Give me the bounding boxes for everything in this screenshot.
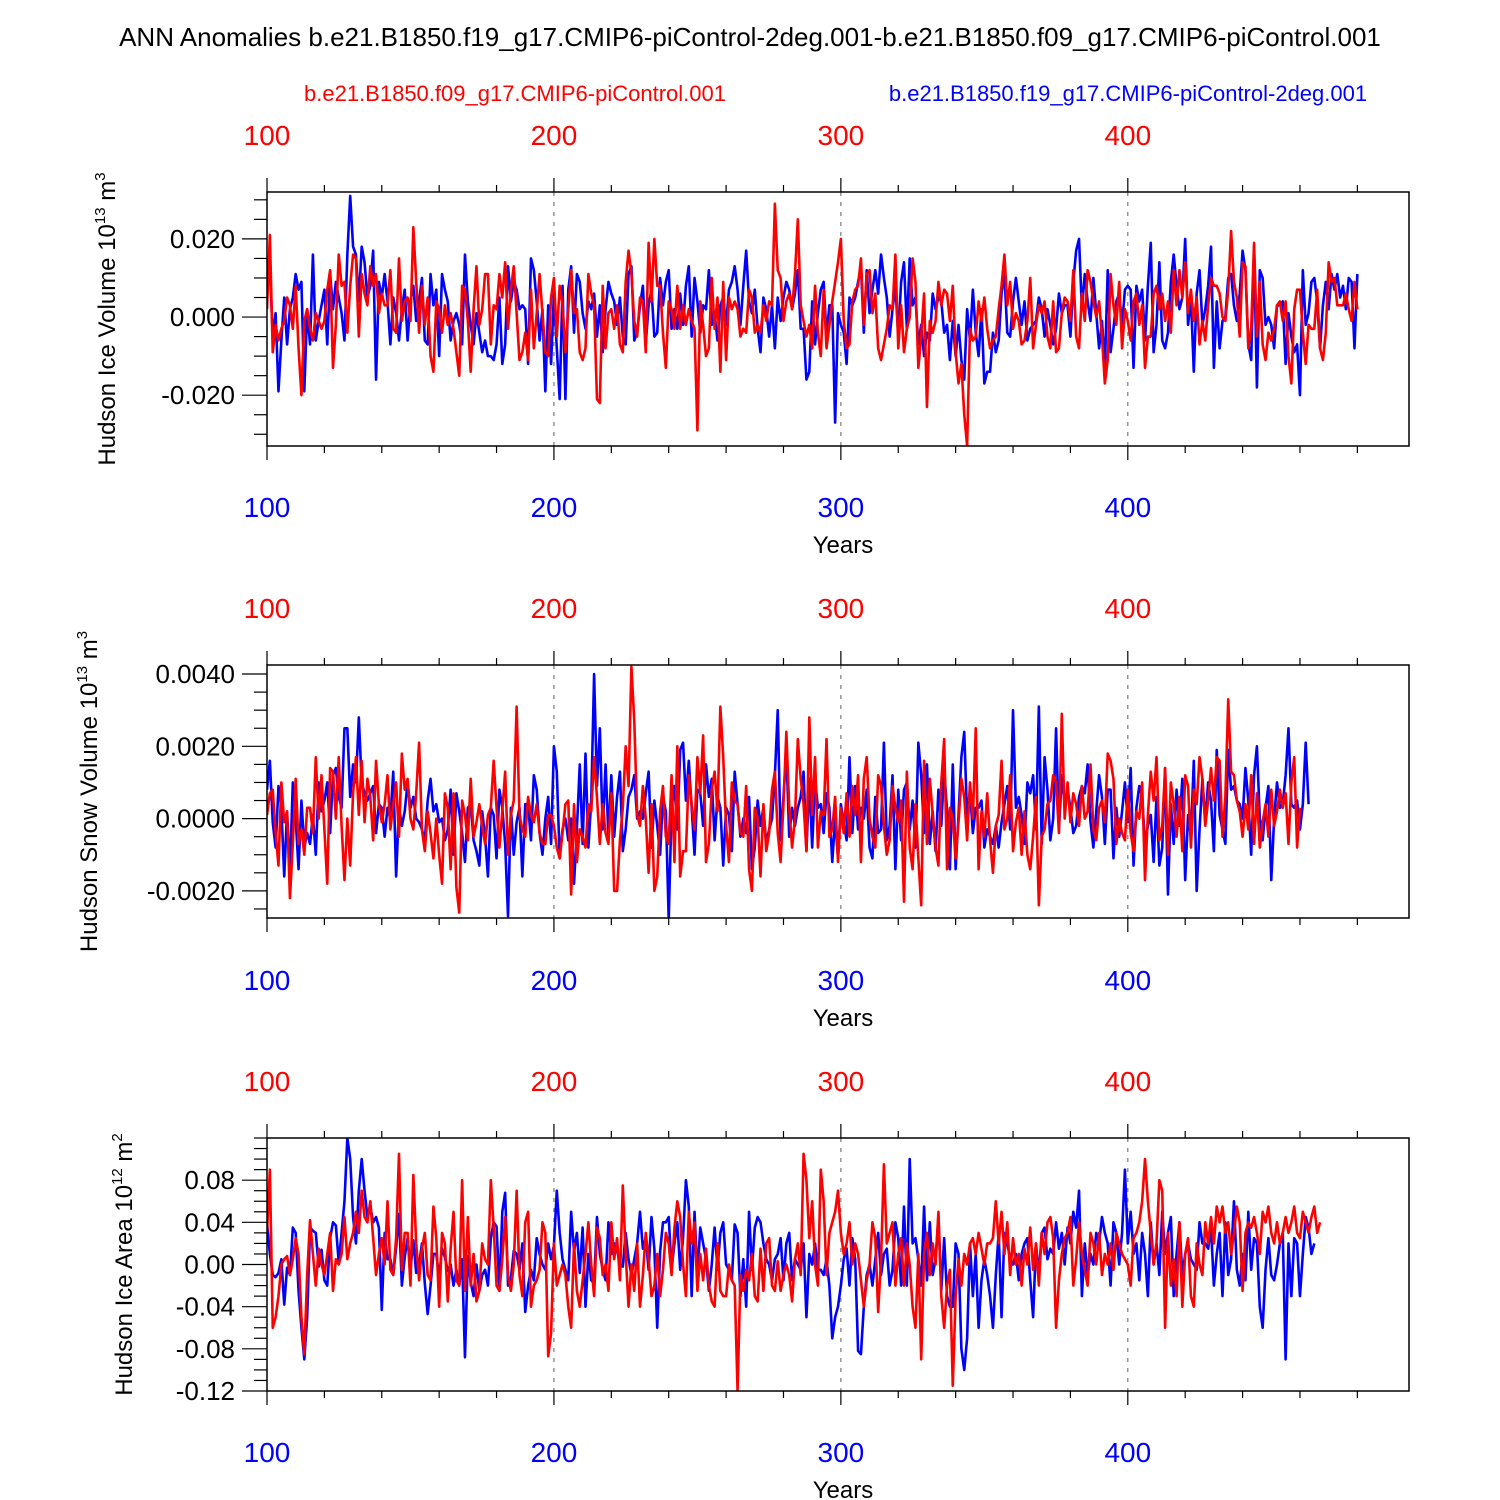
y-tick-label: -0.0020	[147, 876, 235, 906]
x-tick-label-top: 100	[244, 120, 291, 151]
y-tick-label: 0.000	[170, 302, 235, 332]
x-tick-label-bottom: 400	[1104, 492, 1151, 523]
panel-3: 100 100 200 200 300 300 400 400 Years -0.12 -0.08 -…	[109, 1066, 1410, 1500]
x-tick-label-bottom: 100	[244, 492, 291, 523]
x-tick-label-top: 400	[1104, 593, 1151, 624]
y-tick-label: -0.04	[176, 1292, 235, 1322]
y-axis-label-unit: m	[111, 1142, 138, 1169]
y-axis-label-unit: m	[94, 181, 121, 208]
panel-1: 100 100 200 200 300 300 400 400 Years -0.020 0.000…	[92, 120, 1410, 559]
x-tick-label-bottom: 200	[531, 492, 578, 523]
y-axis-label-unit: m	[76, 639, 103, 666]
y-tick-label: 0.0000	[155, 804, 235, 834]
y-axis-label-exponent: 13	[74, 666, 91, 683]
panel-2: 100 100 200 200 300 300 400 400 Years -0.0020 0.00…	[74, 593, 1410, 1032]
y-axis-label-unit-exponent: 3	[92, 172, 109, 180]
legend-blue-label: b.e21.B1850.f19_g17.CMIP6-piControl-2deg…	[889, 81, 1367, 106]
series-line-red	[267, 202, 1359, 446]
y-axis-label: Hudson Ice Volume 1013 m3	[92, 172, 121, 465]
x-axis-label: Years	[813, 1005, 874, 1032]
series-line-red	[267, 1152, 1322, 1391]
y-axis-label: Hudson Ice Area 1012 m2	[109, 1133, 138, 1396]
y-axis-label-unit-exponent: 3	[74, 631, 91, 639]
x-tick-label-top: 300	[818, 1066, 865, 1097]
y-tick-label: 0.04	[184, 1207, 235, 1237]
series-line-red	[267, 665, 1302, 914]
y-tick-label: 0.020	[170, 224, 235, 254]
series-line-blue	[267, 1138, 1316, 1372]
y-tick-label: -0.020	[161, 380, 235, 410]
x-tick-label-top: 300	[818, 120, 865, 151]
series-line-blue	[267, 194, 1359, 424]
x-axis-label: Years	[813, 532, 874, 559]
x-tick-label-bottom: 400	[1104, 1437, 1151, 1468]
x-tick-label-top: 100	[244, 593, 291, 624]
x-tick-label-bottom: 300	[818, 965, 865, 996]
x-tick-label-top: 200	[531, 1066, 578, 1097]
x-tick-label-bottom: 300	[818, 1437, 865, 1468]
y-tick-label: 0.00	[184, 1250, 235, 1280]
x-tick-label-top: 200	[531, 593, 578, 624]
y-axis-label-main: Hudson Snow Volume 10	[76, 683, 103, 953]
x-tick-label-bottom: 400	[1104, 965, 1151, 996]
x-tick-label-top: 400	[1104, 1066, 1151, 1097]
x-tick-label-bottom: 100	[244, 965, 291, 996]
x-tick-label-bottom: 300	[818, 492, 865, 523]
x-tick-label-top: 400	[1104, 120, 1151, 151]
x-tick-label-bottom: 200	[531, 965, 578, 996]
plot-frame	[266, 664, 1410, 919]
x-tick-label-top: 300	[818, 593, 865, 624]
figure-title: ANN Anomalies b.e21.B1850.f19_g17.CMIP6-…	[119, 22, 1381, 52]
legend-red-label: b.e21.B1850.f09_g17.CMIP6-piControl.001	[304, 81, 726, 106]
y-axis-label-main: Hudson Ice Area 10	[111, 1185, 138, 1396]
y-axis-label-exponent: 12	[109, 1168, 126, 1185]
x-tick-label-top: 200	[531, 120, 578, 151]
y-axis-label-main: Hudson Ice Volume 10	[94, 224, 121, 466]
y-tick-label: -0.08	[176, 1334, 235, 1364]
x-tick-label-bottom: 200	[531, 1437, 578, 1468]
y-tick-label: 0.0040	[155, 659, 235, 689]
x-axis-label: Years	[813, 1477, 874, 1500]
y-axis-label-unit-exponent: 2	[109, 1133, 126, 1141]
y-axis-label-exponent: 13	[92, 207, 109, 224]
x-tick-label-top: 100	[244, 1066, 291, 1097]
plot-frame	[266, 191, 1410, 447]
x-tick-label-bottom: 100	[244, 1437, 291, 1468]
y-axis-label: Hudson Snow Volume 1013 m3	[74, 631, 103, 952]
y-tick-label: -0.12	[176, 1376, 235, 1406]
panels: 100100200200300300400400Years-0.0200.000…	[74, 120, 1410, 1500]
y-tick-label: 0.08	[184, 1165, 235, 1195]
y-tick-label: 0.0020	[155, 731, 235, 761]
